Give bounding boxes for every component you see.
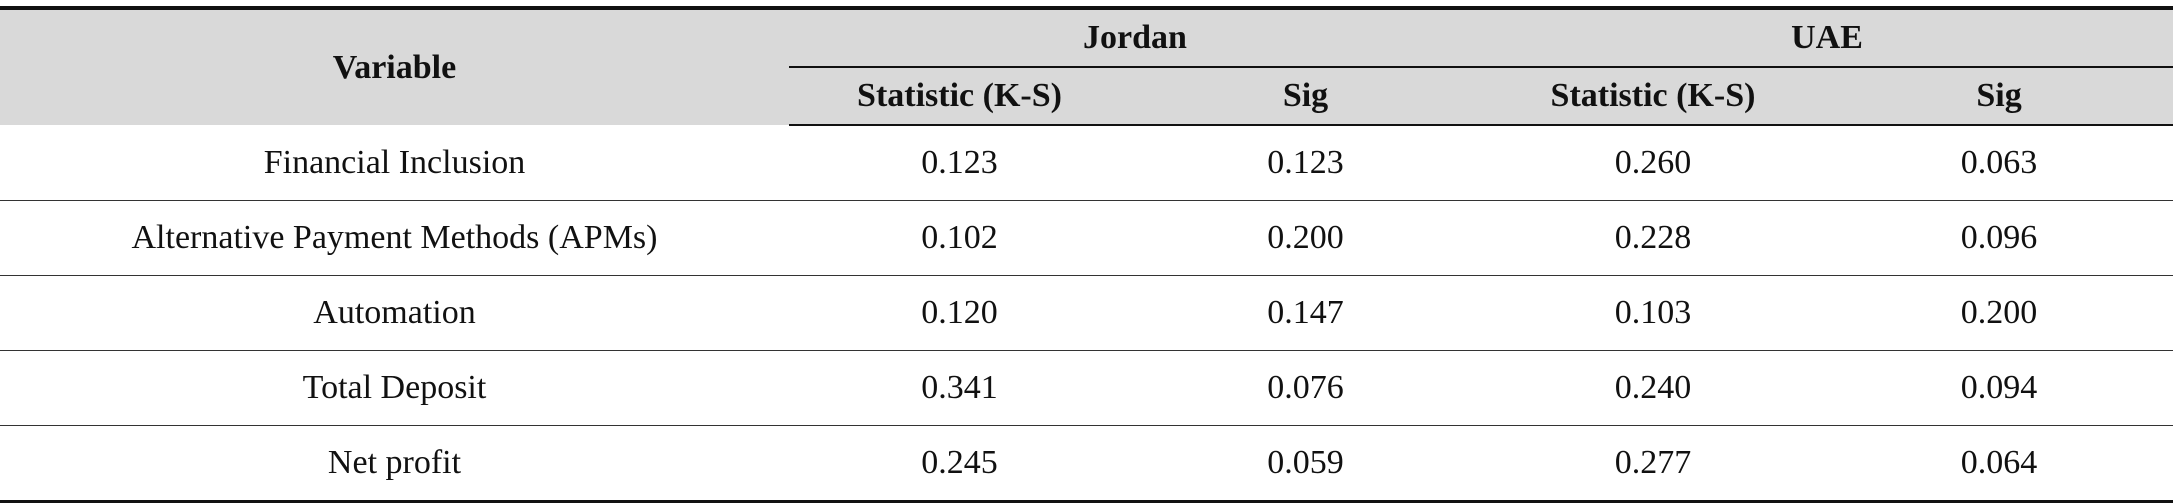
table-cell: 0.064 [1825, 425, 2174, 503]
table-cell: Alternative Payment Methods (APMs) [0, 200, 789, 276]
table-cell: 0.094 [1825, 350, 2174, 426]
data-table: Variable Jordan UAE Statistic (K-S) Sig … [0, 6, 2174, 503]
table-cell: 0.059 [1130, 425, 1482, 503]
table-cell: 0.123 [789, 125, 1130, 201]
table-cell: 0.200 [1825, 275, 2174, 351]
table-cell: 0.277 [1481, 425, 1826, 503]
table-cell: Automation [0, 275, 789, 351]
table-row: Net profit 0.245 0.059 0.277 0.064 [0, 425, 2174, 503]
table-cell: 0.120 [789, 275, 1130, 351]
table-row: Alternative Payment Methods (APMs) 0.102 0… [0, 200, 2174, 276]
table-body: Financial Inclusion 0.123 0.123 0.260 0.063 A… [0, 125, 2174, 503]
table-cell: 0.200 [1130, 200, 1482, 276]
header-cell: Sig [1825, 67, 2174, 126]
header-cell: Statistic (K-S) [789, 67, 1130, 126]
header-row: Variable Jordan UAE [0, 8, 2174, 125]
header-cell: Variable [0, 8, 789, 125]
header-cell: Sig [1130, 67, 1482, 126]
table-cell: 0.103 [1481, 275, 1826, 351]
table-row: Total Deposit 0.341 0.076 0.240 0.094 [0, 350, 2174, 426]
table-cell: 0.147 [1130, 275, 1482, 351]
group-header: UAE [1481, 8, 2174, 68]
header-row: Statistic (K-S) Sig Statistic (K-S) Sig [0, 67, 2174, 126]
table-cell: Financial Inclusion [0, 125, 789, 201]
group-header: Jordan [789, 8, 1482, 68]
table-cell: 0.096 [1825, 200, 2174, 276]
table-cell: 0.260 [1481, 125, 1826, 201]
table-cell: 0.228 [1481, 200, 1826, 276]
table-cell: 0.123 [1130, 125, 1482, 201]
page: Variable Jordan UAE Statistic (K-S) Sig … [0, 6, 2174, 503]
table-cell: 0.076 [1130, 350, 1482, 426]
table-row: Financial Inclusion 0.123 0.123 0.260 0.063 [0, 125, 2174, 201]
header-cell: Statistic (K-S) [1481, 67, 1826, 126]
table-row: Automation 0.120 0.147 0.103 0.200 [0, 275, 2174, 351]
table-cell: 0.063 [1825, 125, 2174, 201]
table-header: Variable Jordan UAE Statistic (K-S) Sig … [0, 8, 2174, 126]
table-cell: 0.245 [789, 425, 1130, 503]
table-cell: 0.240 [1481, 350, 1826, 426]
table-cell: 0.102 [789, 200, 1130, 276]
table-cell: Total Deposit [0, 350, 789, 426]
table-cell: 0.341 [789, 350, 1130, 426]
table-cell: Net profit [0, 425, 789, 503]
